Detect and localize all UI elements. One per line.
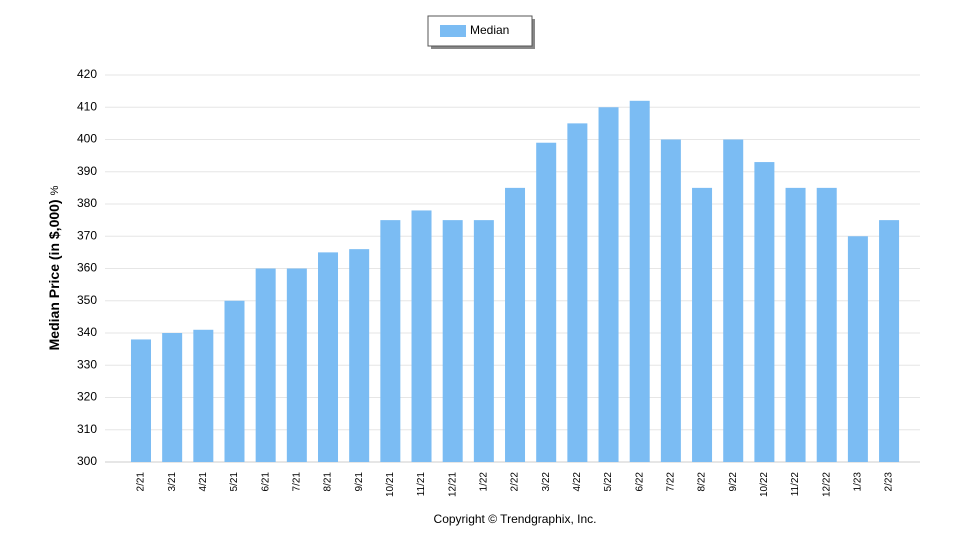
x-tick-label: 9/22 — [728, 472, 739, 492]
y-tick-label: 360 — [77, 261, 97, 275]
bar — [629, 100, 650, 463]
x-tick-label: 8/22 — [697, 472, 708, 492]
bar — [505, 187, 526, 462]
bar — [255, 268, 276, 462]
x-tick-label: 10/21 — [385, 472, 396, 497]
bar — [193, 329, 214, 462]
bar — [660, 139, 681, 462]
legend-swatch — [440, 25, 466, 37]
x-tick-label: 12/22 — [821, 472, 832, 497]
legend-label: Median — [470, 23, 509, 37]
y-axis-unit: % — [49, 185, 61, 195]
bar — [536, 142, 557, 462]
x-tick-label: 11/21 — [416, 472, 427, 497]
x-tick-label: 6/21 — [260, 472, 271, 492]
x-tick-label: 10/22 — [759, 472, 770, 497]
x-tick-label: 2/22 — [510, 472, 521, 492]
y-tick-label: 400 — [77, 132, 97, 146]
y-tick-label: 420 — [77, 67, 97, 81]
bar — [754, 162, 775, 462]
bar — [785, 187, 806, 462]
x-tick-label: 4/21 — [198, 472, 209, 492]
y-tick-label: 410 — [77, 99, 97, 113]
x-tick-label: 12/21 — [447, 472, 458, 497]
bar — [349, 249, 370, 462]
bar — [411, 210, 432, 462]
bar — [567, 123, 588, 462]
x-tick-label: 5/21 — [229, 472, 240, 492]
bar — [318, 252, 339, 462]
footer: Copyright © Trendgraphix, Inc. — [434, 512, 597, 526]
y-tick-label: 380 — [77, 196, 97, 210]
bar — [598, 107, 619, 462]
x-tick-label: 2/21 — [136, 472, 147, 492]
y-tick-label: 330 — [77, 357, 97, 371]
y-tick-label: 320 — [77, 390, 97, 404]
y-tick-label: 390 — [77, 164, 97, 178]
x-tick-label: 4/22 — [572, 472, 583, 492]
bar — [847, 236, 868, 462]
x-tick-label: 3/21 — [167, 472, 178, 492]
x-tick-label: 7/21 — [291, 472, 302, 492]
x-tick-label: 11/22 — [790, 472, 801, 497]
bar — [442, 220, 463, 462]
y-axis-title: Median Price (in $,000) — [46, 199, 62, 350]
y-tick-label: 350 — [77, 293, 97, 307]
y-tick-label: 300 — [77, 454, 97, 468]
x-tick-label: 2/23 — [884, 472, 895, 492]
bar — [162, 333, 183, 462]
x-tick-label: 6/22 — [634, 472, 645, 492]
x-tick-label: 9/21 — [354, 472, 365, 492]
bar — [224, 300, 245, 462]
y-axis-label: Median Price (in $,000)% — [46, 185, 62, 350]
bar — [879, 220, 900, 462]
bar — [380, 220, 401, 462]
bar — [816, 187, 837, 462]
bar — [286, 268, 307, 462]
bar — [130, 339, 151, 462]
bar — [692, 187, 713, 462]
bar — [723, 139, 744, 462]
bar — [473, 220, 494, 462]
x-tick-label: 1/22 — [478, 472, 489, 492]
x-tick-label: 5/22 — [603, 472, 614, 492]
y-tick-label: 310 — [77, 422, 97, 436]
x-tick-label: 8/21 — [323, 472, 334, 492]
y-tick-label: 340 — [77, 325, 97, 339]
x-tick-label: 1/23 — [853, 472, 864, 492]
x-tick-label: 3/22 — [541, 472, 552, 492]
y-tick-label: 370 — [77, 228, 97, 242]
x-tick-label: 7/22 — [666, 472, 677, 492]
